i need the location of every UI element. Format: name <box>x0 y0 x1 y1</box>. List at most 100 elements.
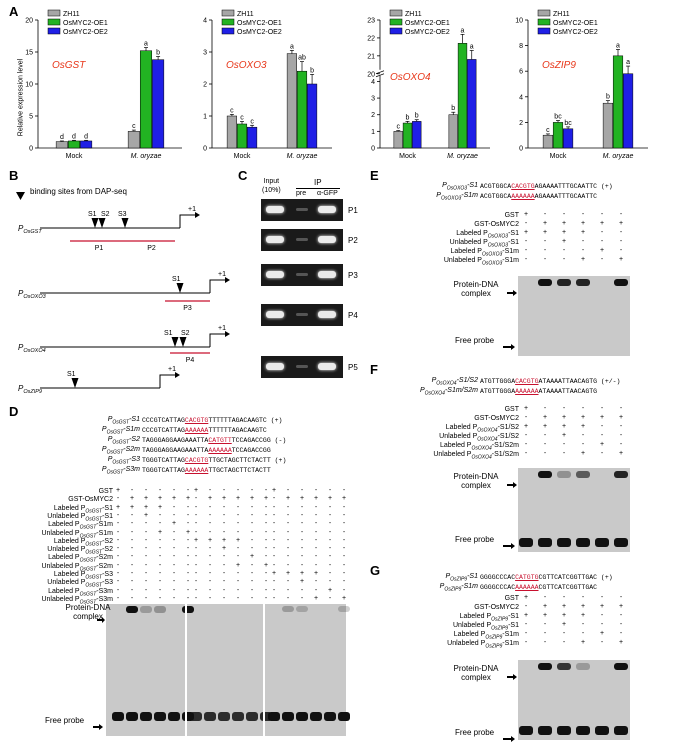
d-free-band <box>168 712 180 721</box>
arrow-icon <box>503 729 515 742</box>
promoter-name: POsZIP9 <box>18 384 42 395</box>
f-lane-symbol: - <box>562 441 566 448</box>
d-lane-symbol: - <box>172 511 176 519</box>
d-lane-symbol: - <box>286 586 290 594</box>
f-lane-symbol: - <box>524 414 528 421</box>
e-lane-symbol: - <box>600 238 604 245</box>
d-lane-symbol: - <box>236 553 240 561</box>
d-lane-symbol: - <box>342 553 346 561</box>
f-seq-name: POsOXO4-S1/S2 <box>431 377 478 387</box>
f-lane-symbol: + <box>580 414 586 421</box>
e-lane-symbol: - <box>581 247 585 254</box>
significance-letter: a <box>616 42 620 49</box>
d-lane-symbol: - <box>194 586 198 594</box>
y-tick-label: 10 <box>515 18 523 25</box>
d-lane-symbol: - <box>286 503 290 511</box>
d-complex-band <box>182 606 194 613</box>
panel-label-d: D <box>9 404 19 419</box>
d-lane-symbol: - <box>208 594 212 602</box>
f-lane-symbol: - <box>543 441 547 448</box>
g-free-band <box>557 726 571 735</box>
g-free-band <box>576 726 590 735</box>
chart-OsOXO4: 0123420212223ZH11OsMYC2-OE1OsMYC2-OE2OsO… <box>367 9 490 160</box>
d-seq-name: POsGST-S3m <box>101 466 140 476</box>
d-lane-symbol: - <box>314 536 318 544</box>
chip-band <box>266 311 284 318</box>
d-lane-symbol: - <box>272 586 276 594</box>
d-lane-symbol: - <box>186 487 190 494</box>
d-lane-symbol: - <box>286 561 290 569</box>
y-tick-label: 0 <box>371 146 375 153</box>
d-lane-symbol: - <box>116 520 120 528</box>
legend-swatch <box>47 18 61 26</box>
d-lane-symbol: - <box>236 487 240 494</box>
d-lane-symbol: - <box>172 561 176 569</box>
g-lane-symbol: - <box>543 594 547 601</box>
d-seq-name: POsGST-S2 <box>107 436 140 446</box>
d-lane-symbol: - <box>250 511 254 519</box>
g-lane-symbol: - <box>581 630 585 637</box>
d-lane-symbol: - <box>186 586 190 594</box>
f-lane-symbol: - <box>600 450 604 457</box>
d-lane-symbol: - <box>116 545 120 553</box>
e-seq-name: POsOXO3-S1m <box>436 192 478 202</box>
g-lane-symbol: - <box>600 612 604 619</box>
d-lane-symbol: - <box>342 536 346 544</box>
d-lane-symbol: - <box>286 520 290 528</box>
g-complex-band <box>576 663 590 670</box>
d-lane-symbol: - <box>186 561 190 569</box>
significance-letter: a <box>144 41 148 48</box>
d-lane-symbol: - <box>222 503 226 511</box>
d-lane-symbol: - <box>264 594 268 602</box>
d-lane-symbol: - <box>342 578 346 586</box>
d-condition-label: GST-OsMYC2 <box>68 496 113 504</box>
d-lane-symbol: - <box>342 545 346 553</box>
g-lane-symbol: - <box>543 630 547 637</box>
f-lane-symbol: + <box>542 423 548 430</box>
d-lane-symbol: - <box>328 578 332 586</box>
g-lane-symbol: - <box>562 639 566 646</box>
d-lane-symbol: - <box>272 503 276 511</box>
gene-title: OsZIP9 <box>542 60 576 71</box>
d-condition-label: Unlabeled POsGST-S1 <box>47 512 113 523</box>
legend-swatch <box>221 18 235 26</box>
f-lane-symbol: + <box>618 414 624 421</box>
e-complex-band <box>538 279 552 286</box>
d-lane-symbol: - <box>328 545 332 553</box>
d-lane-symbol: + <box>157 528 163 536</box>
d-lane-symbol: + <box>171 520 177 528</box>
y-tick-label: 1 <box>371 129 375 136</box>
d-lane-symbol: - <box>342 503 346 511</box>
bar <box>563 128 574 149</box>
e-lane-symbol: - <box>619 229 623 236</box>
promoter-name: POsGST <box>18 224 42 235</box>
triangle-marker-icon <box>16 188 26 200</box>
significance-letter: c <box>240 114 244 121</box>
d-lane-symbol: - <box>172 553 176 561</box>
tss-arrow <box>159 374 175 388</box>
legend-label: OsMYC2-OE1 <box>237 20 282 27</box>
d-lane-symbol: - <box>342 511 346 519</box>
f-lane-symbol: + <box>523 423 529 430</box>
e-condition-label: Unlabeled POsOXO3-S1m <box>443 257 519 267</box>
d-lane-symbol: + <box>249 495 255 503</box>
chip-input-pct: (10%) <box>262 187 281 194</box>
legend-swatch <box>47 27 61 35</box>
d-free-band <box>112 712 124 721</box>
significance-letter: b <box>451 105 455 112</box>
g-free-band <box>595 726 609 735</box>
y-tick-label: 15 <box>25 50 33 57</box>
panel-label-g: G <box>370 563 381 578</box>
bar <box>467 59 477 149</box>
d-lane-symbol: - <box>314 545 318 553</box>
g-seq-name: POsZIP9-S1m <box>439 583 478 593</box>
f-lane-symbol: - <box>581 432 585 439</box>
d-lane-symbol: - <box>250 503 254 511</box>
d-lane-symbol: - <box>328 487 332 494</box>
d-lane-symbol: - <box>250 586 254 594</box>
chip-band <box>266 271 284 278</box>
binding-site-icon <box>121 218 129 228</box>
g-lane-symbol: - <box>524 603 528 610</box>
d-lane-symbol: - <box>186 511 190 519</box>
e-lane-symbol: - <box>600 229 604 236</box>
